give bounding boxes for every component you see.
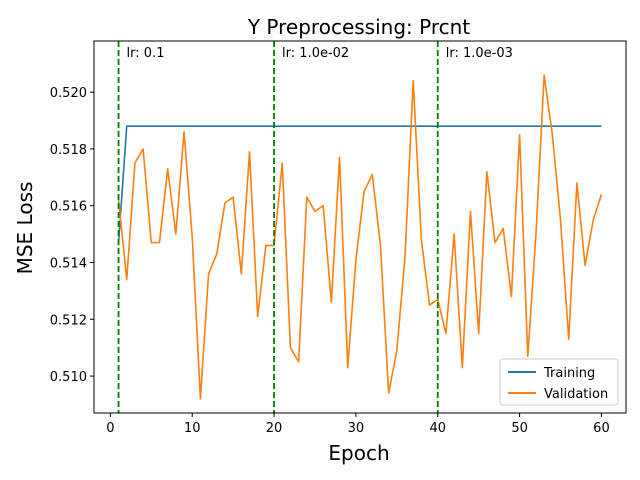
x-tick-label: 60 bbox=[593, 421, 610, 436]
legend-label: Validation bbox=[544, 387, 608, 402]
x-tick-label: 0 bbox=[106, 421, 114, 436]
y-tick-label: 0.510 bbox=[50, 370, 87, 385]
lr-marker-label: lr: 0.1 bbox=[127, 46, 165, 61]
chart-title: Y Preprocessing: Prcnt bbox=[247, 15, 470, 39]
x-axis-label: Epoch bbox=[328, 441, 389, 465]
y-axis-label: MSE Loss bbox=[13, 182, 37, 275]
x-tick-label: 40 bbox=[429, 421, 446, 436]
y-tick-label: 0.514 bbox=[50, 256, 87, 271]
y-axis-ticks: 0.510 0.512 0.514 0.516 0.518 0.520 bbox=[50, 86, 94, 385]
lr-marker-label: lr: 1.0e-02 bbox=[282, 46, 349, 61]
y-tick-label: 0.516 bbox=[50, 200, 87, 215]
x-tick-label: 20 bbox=[266, 421, 283, 436]
axes-border bbox=[93, 40, 627, 414]
x-tick-label: 10 bbox=[184, 421, 201, 436]
x-tick-label: 50 bbox=[511, 421, 528, 436]
x-axis-ticks: 0 10 20 30 40 50 60 bbox=[106, 413, 610, 436]
y-tick-label: 0.518 bbox=[50, 143, 87, 158]
legend: Training Validation bbox=[499, 358, 619, 406]
legend-label: Training bbox=[543, 366, 595, 381]
series-line-validation bbox=[117, 74, 603, 400]
y-tick-label: 0.512 bbox=[50, 313, 87, 328]
axes-frame bbox=[93, 40, 627, 414]
x-tick-label: 30 bbox=[348, 421, 365, 436]
lr-marker-label: lr: 1.0e-03 bbox=[446, 46, 513, 61]
y-tick-label: 0.520 bbox=[50, 86, 87, 101]
series-line-training bbox=[117, 125, 602, 243]
plot-area bbox=[117, 41, 603, 413]
